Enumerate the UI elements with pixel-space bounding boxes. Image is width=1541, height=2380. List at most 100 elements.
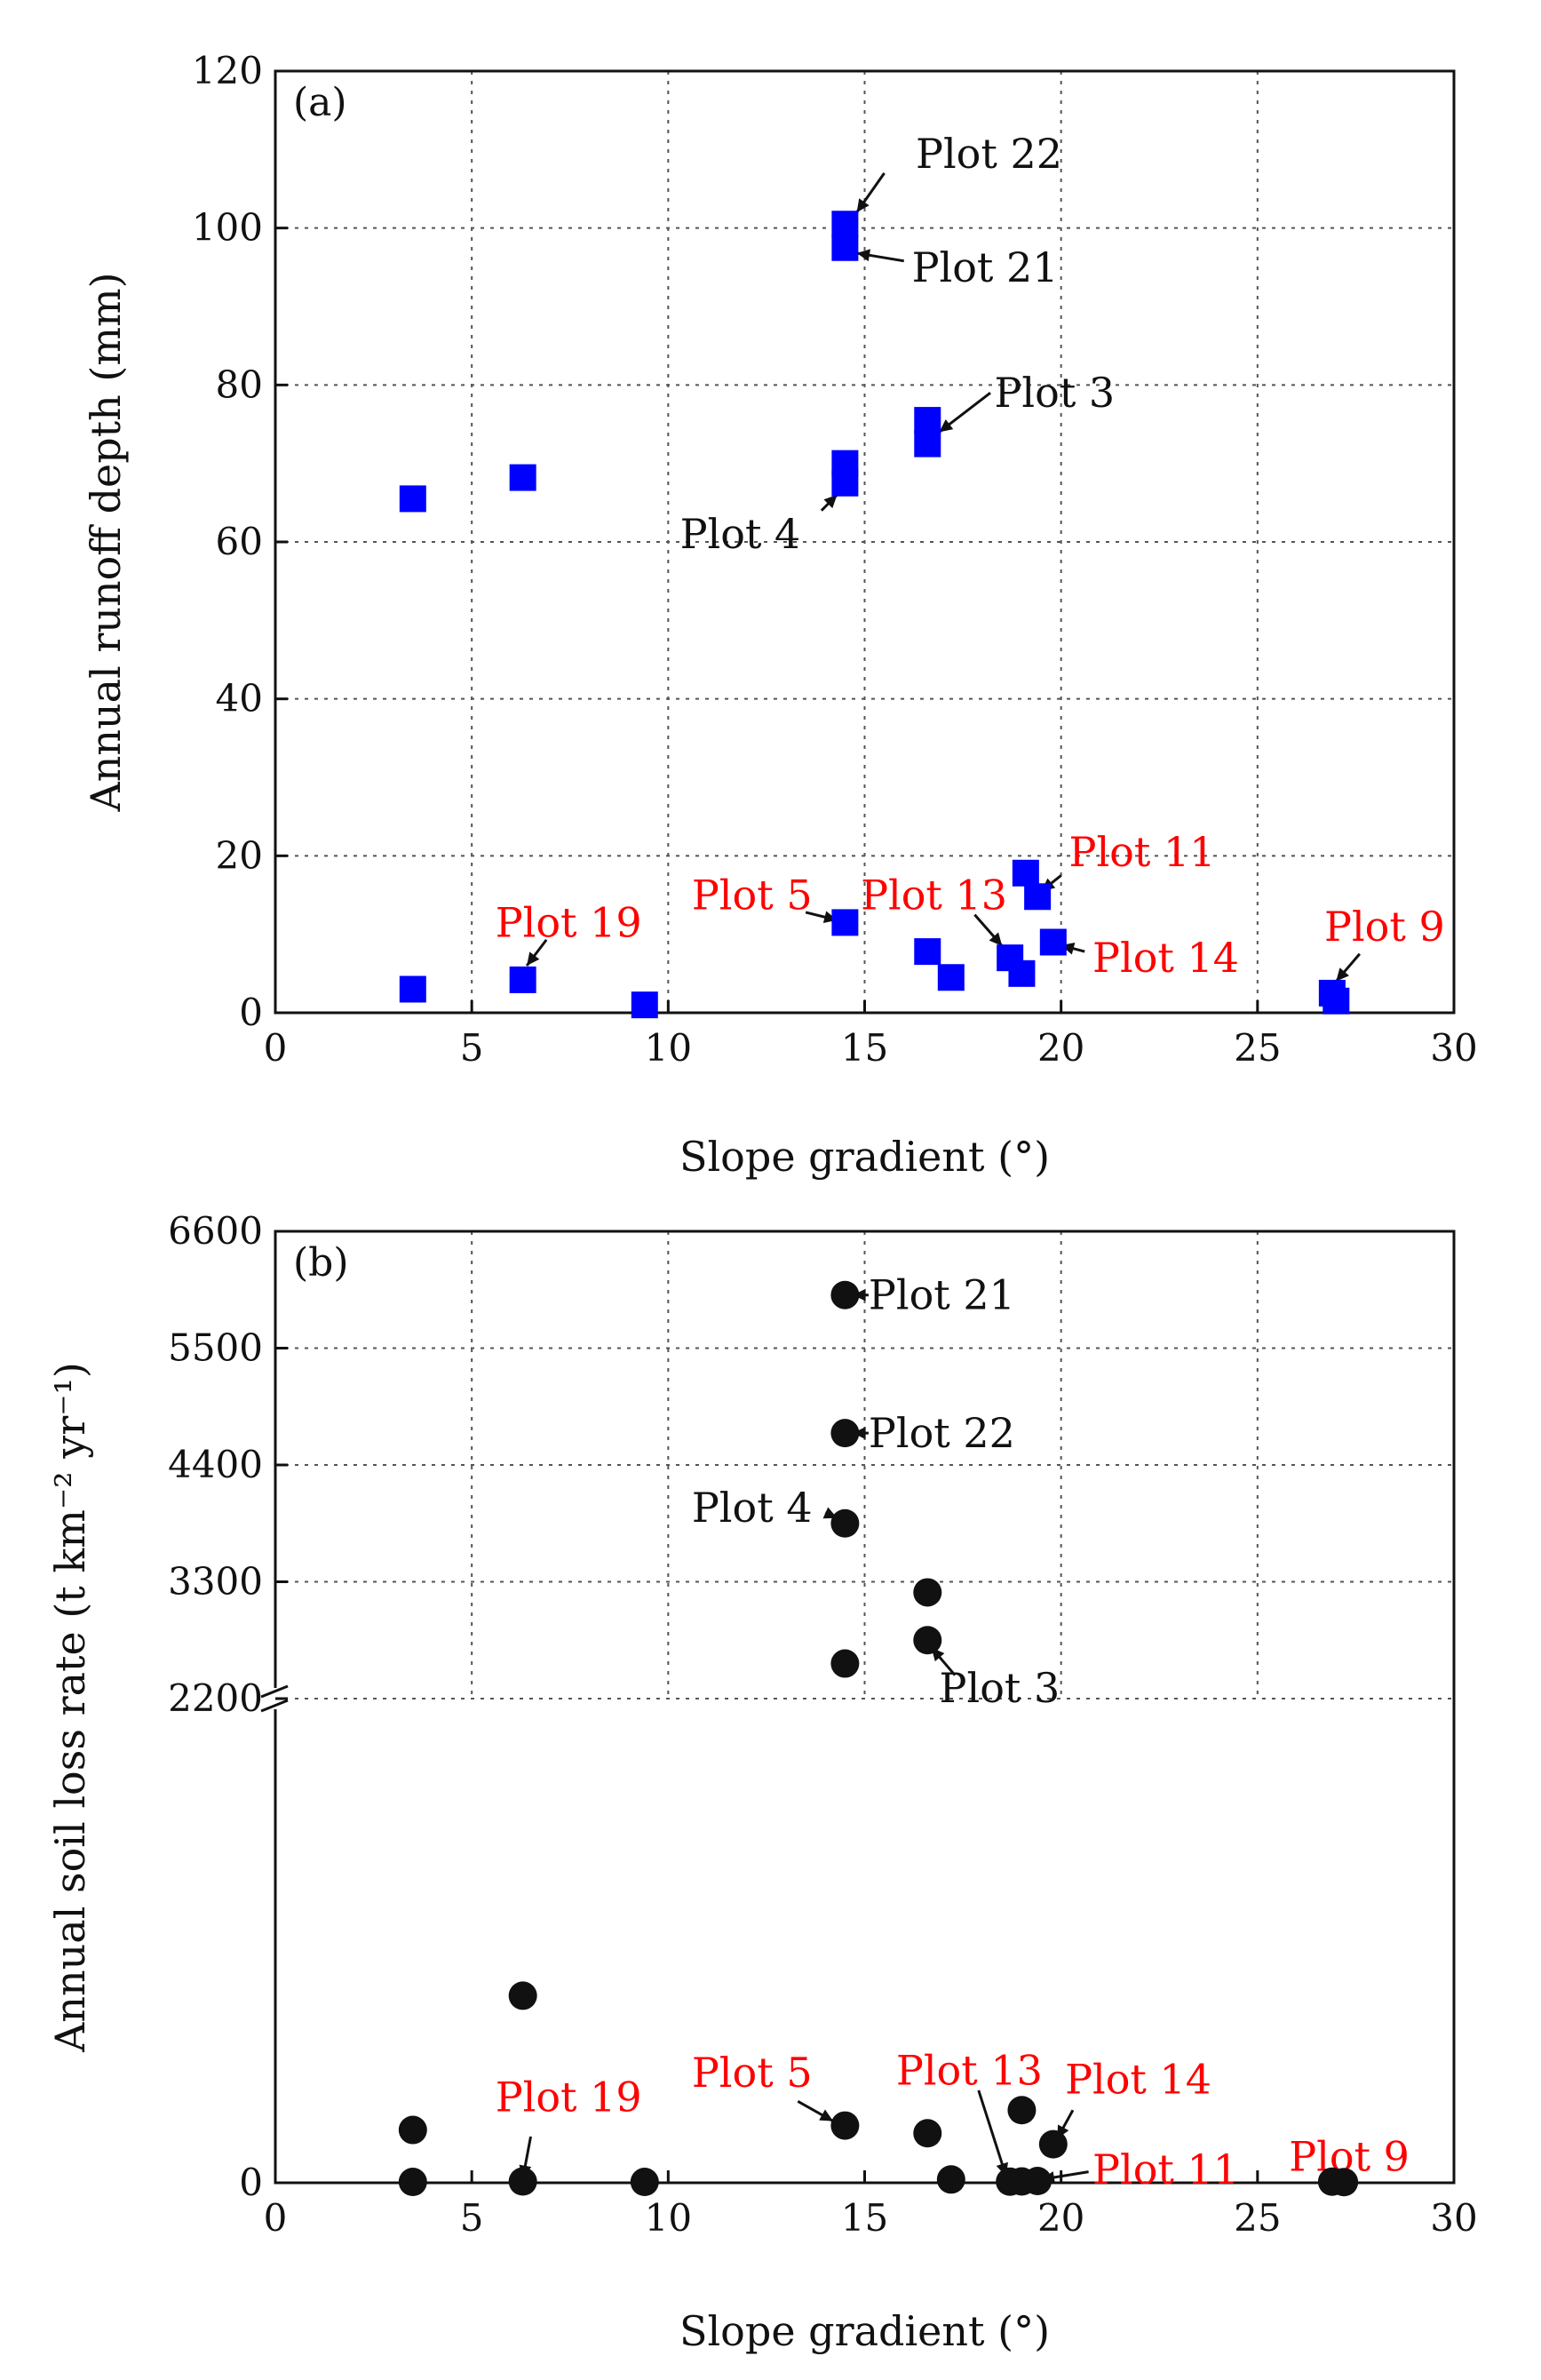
annotation-arrow <box>977 2089 1008 2177</box>
annotation-label: Plot 5 <box>692 2049 813 2097</box>
y-tick-label: 20 <box>216 833 263 877</box>
annotation-arrowhead <box>939 419 954 433</box>
annotation-label: Plot 11 <box>1069 828 1216 876</box>
data-point <box>937 964 965 991</box>
annotation-arrowhead <box>853 1427 866 1440</box>
x-tick-label: 15 <box>841 1026 888 1070</box>
data-point <box>831 909 859 936</box>
data-point <box>914 938 941 966</box>
axis-break-mark <box>260 1699 289 1713</box>
data-point <box>509 966 536 993</box>
data-point <box>1007 2096 1037 2125</box>
annotation-arrowhead <box>1336 967 1349 982</box>
y-tick-label: 5500 <box>168 1326 263 1370</box>
x-tick-label: 10 <box>645 2196 692 2240</box>
annotation-arrowhead <box>853 1288 866 1301</box>
y-axis-title: Annual soil loss rate (t km⁻² yr⁻¹) <box>46 1362 94 2053</box>
data-point <box>1024 883 1052 911</box>
annotation-arrowhead <box>856 249 871 262</box>
data-point <box>1323 987 1350 1015</box>
annotation-arrowhead <box>819 2109 834 2121</box>
y-tick-label: 80 <box>216 362 263 406</box>
y-tick-label: 40 <box>216 677 263 720</box>
data-point <box>399 975 426 1003</box>
x-tick-label: 30 <box>1430 1026 1477 1070</box>
data-point <box>398 2115 427 2145</box>
annotation-label: Plot 11 <box>1092 2145 1239 2193</box>
data-point <box>1012 859 1039 887</box>
y-tick-label: 6600 <box>168 1209 263 1253</box>
annotation-label: Plot 21 <box>912 243 1059 291</box>
x-tick-label: 25 <box>1234 2196 1281 2240</box>
data-point <box>399 485 426 513</box>
y-tick-label: 0 <box>239 2161 263 2204</box>
annotation-arrowhead <box>527 951 540 966</box>
y-tick-label: 4400 <box>168 1443 263 1486</box>
panel-a-runoff-chart: 0 5 10 15 20 25 30 0 20 40 60 80 100 120 Slope gradien… <box>82 49 1478 1181</box>
panel-label: (a) <box>293 80 347 125</box>
data-point <box>508 2167 537 2196</box>
data-point <box>913 2119 942 2148</box>
annotation-arrowhead <box>856 198 870 212</box>
data-point <box>631 991 658 1019</box>
x-tick-label: 20 <box>1037 1026 1084 1070</box>
y-tick-label: 3300 <box>168 1560 263 1604</box>
annotation-label: Plot 14 <box>1092 934 1239 982</box>
y-tick-label: 0 <box>239 991 263 1034</box>
x-axis-title: Slope gradient (°) <box>679 2307 1050 2355</box>
panel-b-soil-loss-chart: 0 5 10 15 20 25 30 0 2200 3300 4400 5500 6600 Slope g… <box>46 1209 1478 2355</box>
data-point <box>914 407 941 434</box>
y-tick-label: 2200 <box>168 1676 263 1720</box>
data-point <box>913 1578 942 1607</box>
annotation-label: Plot 13 <box>896 2047 1043 2095</box>
data-point <box>830 1508 860 1538</box>
panel-label: (b) <box>293 1240 349 1286</box>
annotation-label: Plot 14 <box>1065 2056 1211 2104</box>
x-tick-label: 5 <box>460 1026 484 1070</box>
data-point <box>630 2168 659 2197</box>
annotation-arrowhead <box>823 495 838 509</box>
x-tick-label: 20 <box>1037 2196 1084 2240</box>
data-point <box>830 1419 860 1448</box>
data-point <box>1039 928 1067 956</box>
annotation-label: Plot 4 <box>692 1484 813 1532</box>
data-point <box>831 450 859 477</box>
x-tick-label: 30 <box>1430 2196 1477 2240</box>
annotation-arrowhead <box>989 932 1003 946</box>
annotation-label: Plot 22 <box>916 130 1062 178</box>
data-point <box>508 1981 537 2010</box>
data-point <box>509 464 536 491</box>
data-point <box>831 234 859 261</box>
data-point <box>831 211 859 238</box>
annotation-label: Plot 19 <box>496 898 642 946</box>
annotation-label: Plot 5 <box>692 872 813 919</box>
x-tick-label: 25 <box>1234 1026 1281 1070</box>
data-point <box>830 1280 860 1309</box>
data-point <box>1008 959 1036 987</box>
data-point <box>398 2168 427 2197</box>
x-tick-label: 15 <box>841 2196 888 2240</box>
data-point <box>1330 2168 1359 2197</box>
plot-frame <box>274 1230 1456 2185</box>
annotation-label: Plot 9 <box>1324 903 1445 951</box>
data-point <box>914 430 941 458</box>
data-point <box>936 2165 965 2194</box>
annotation-label: Plot 21 <box>869 1271 1015 1319</box>
annotation-label: Plot 19 <box>496 2073 642 2121</box>
data-point <box>830 1649 860 1678</box>
annotation-label: Plot 22 <box>869 1409 1015 1457</box>
x-tick-label: 5 <box>460 2196 484 2240</box>
data-point <box>913 1626 942 1655</box>
annotation-label: Plot 3 <box>940 1664 1060 1712</box>
data-point <box>830 2111 860 2140</box>
x-tick-label: 10 <box>645 1026 692 1070</box>
data-point <box>1023 2167 1052 2196</box>
data-point <box>1038 2129 1068 2159</box>
x-tick-label: 0 <box>264 1026 288 1070</box>
axis-break-mark <box>260 1684 289 1699</box>
annotation-label: Plot 4 <box>680 510 801 558</box>
annotation-label: Plot 13 <box>861 872 1007 919</box>
x-tick-label: 0 <box>264 2196 288 2240</box>
y-tick-label: 100 <box>192 206 263 250</box>
